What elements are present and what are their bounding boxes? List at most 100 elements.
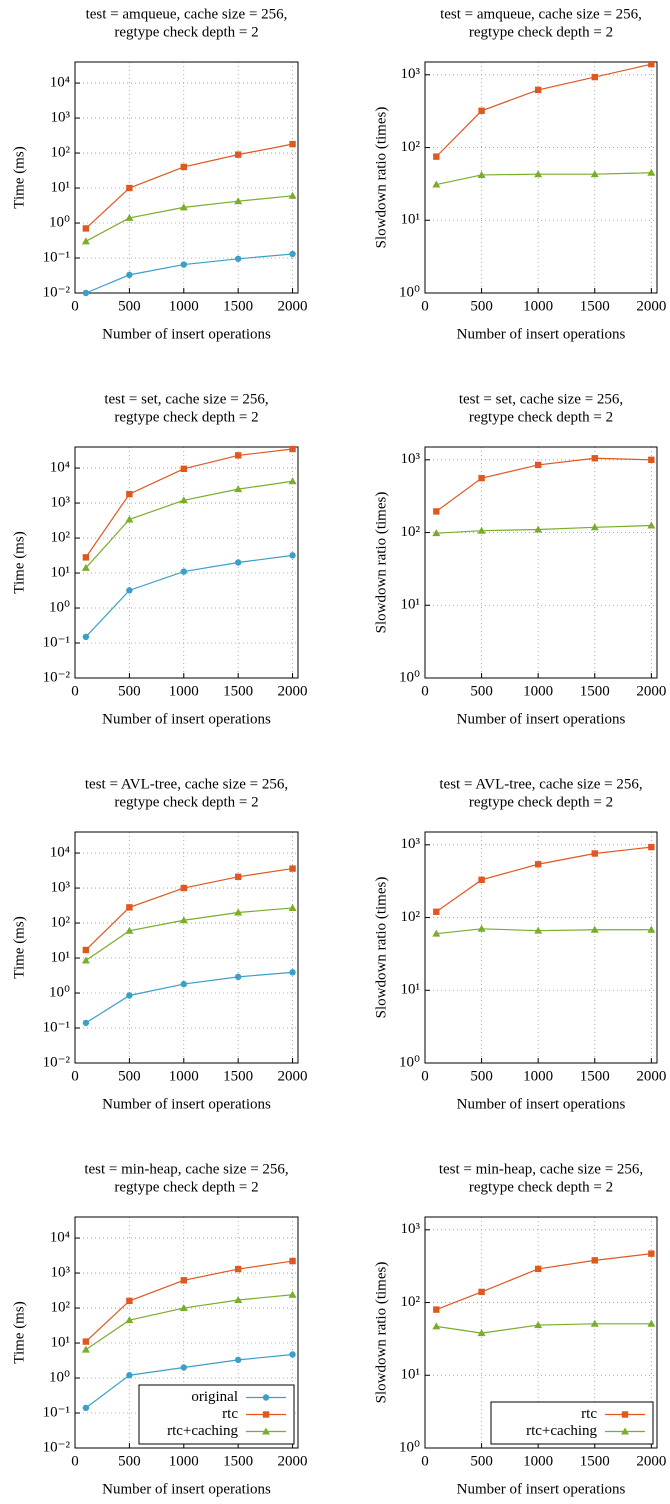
marker (534, 170, 543, 178)
y-tick-label: 10¹ (51, 1334, 71, 1350)
series-line (85, 143, 293, 229)
series-line (436, 524, 652, 534)
legend-box (490, 1401, 654, 1445)
marker (180, 465, 187, 473)
x-axis-label: Number of insert operations (102, 1096, 271, 1112)
marker (126, 587, 133, 594)
y-tick-label: 10⁻¹ (43, 1019, 70, 1035)
marker (234, 1265, 242, 1273)
marker (478, 474, 485, 482)
marker (289, 140, 296, 148)
marker (81, 563, 90, 571)
marker (126, 1372, 133, 1379)
x-tick-label: 1500 (580, 298, 610, 314)
y-tick-label: 10² (401, 909, 421, 925)
marker (534, 461, 542, 469)
series-line (85, 971, 293, 1024)
marker (234, 559, 242, 566)
marker (289, 1351, 296, 1358)
marker (180, 261, 187, 268)
series-line (85, 1260, 293, 1343)
marker (647, 521, 656, 529)
chart-title: regtype check depth = 2 (469, 24, 613, 40)
chart: test = AVL-tree, cache size = 256, regtyp… (11, 776, 307, 1112)
x-tick-label: 500 (470, 1068, 493, 1084)
marker (288, 903, 297, 911)
marker (432, 1322, 441, 1330)
x-tick-label: 2000 (636, 683, 666, 699)
marker (82, 289, 90, 297)
marker (125, 926, 134, 934)
marker (180, 884, 187, 892)
marker (591, 73, 598, 81)
marker (262, 1411, 270, 1418)
y-axis-label: Slowdown ratio (times) (373, 877, 389, 1019)
chart-title: regtype check depth = 2 (114, 24, 258, 40)
marker (534, 861, 542, 868)
y-tick-label: 10⁻² (43, 669, 71, 685)
marker (432, 180, 441, 188)
y-tick-label: 10³ (51, 109, 71, 125)
marker (234, 485, 243, 493)
x-tick-label: 2000 (278, 298, 308, 314)
marker (477, 924, 486, 932)
marker (289, 969, 296, 976)
chart-title: regtype check depth = 2 (114, 794, 258, 810)
x-axis-label: Number of insert operations (457, 1481, 626, 1497)
y-tick-label: 10¹ (51, 564, 71, 580)
y-tick-label: 10⁻² (43, 1054, 71, 1070)
marker (180, 980, 187, 988)
marker (82, 554, 90, 561)
x-tick-label: 1500 (580, 1453, 610, 1469)
y-tick-label: 10² (401, 524, 421, 540)
marker (82, 633, 90, 641)
marker (234, 197, 243, 205)
x-tick-label: 1500 (223, 1068, 253, 1084)
plot-frame (74, 446, 299, 679)
y-tick-label: 10⁰ (399, 284, 420, 300)
chart-title: test = min-heap, cache size = 256, (84, 1161, 288, 1177)
x-tick-label: 1500 (580, 683, 610, 699)
marker (82, 1019, 90, 1027)
marker (289, 1257, 296, 1265)
y-tick-label: 10¹ (401, 597, 421, 613)
series-line (436, 928, 652, 935)
series-line (436, 1253, 652, 1311)
x-tick-label: 0 (421, 298, 429, 314)
chart-title: test = AVL-tree, cache size = 256, (85, 776, 288, 792)
plot-frame (74, 61, 299, 294)
x-axis-label: Number of insert operations (102, 326, 271, 342)
marker (289, 445, 296, 453)
x-tick-label: 0 (71, 298, 79, 314)
legend-label: original (191, 1389, 238, 1405)
series-line (435, 457, 652, 512)
marker (433, 153, 440, 160)
marker (534, 1321, 543, 1329)
marker (590, 1319, 599, 1327)
x-tick-label: 1000 (169, 683, 199, 699)
series-line (85, 867, 293, 951)
y-tick-label: 10⁰ (399, 669, 420, 685)
series-line (85, 1294, 293, 1351)
chart-title: regtype check depth = 2 (114, 409, 258, 425)
x-tick-label: 500 (118, 683, 141, 699)
plot-frame (424, 61, 658, 294)
marker (125, 515, 134, 523)
marker (234, 1356, 242, 1364)
x-tick-label: 2000 (278, 683, 308, 699)
x-tick-label: 1500 (223, 1453, 253, 1469)
y-tick-label: 10⁴ (50, 1230, 70, 1246)
marker (180, 163, 187, 171)
marker (534, 926, 543, 934)
marker (591, 455, 598, 462)
marker (81, 956, 90, 964)
marker (648, 843, 655, 851)
y-tick-label: 10² (401, 1294, 421, 1310)
marker (477, 1329, 486, 1337)
y-axis-label: Slowdown ratio (times) (373, 107, 389, 249)
marker (534, 86, 542, 94)
y-axis-label: Slowdown ratio (times) (373, 492, 389, 634)
chart: test = amqueue, cache size = 256, regtype… (11, 6, 307, 342)
marker (234, 255, 242, 262)
marker (648, 456, 655, 464)
